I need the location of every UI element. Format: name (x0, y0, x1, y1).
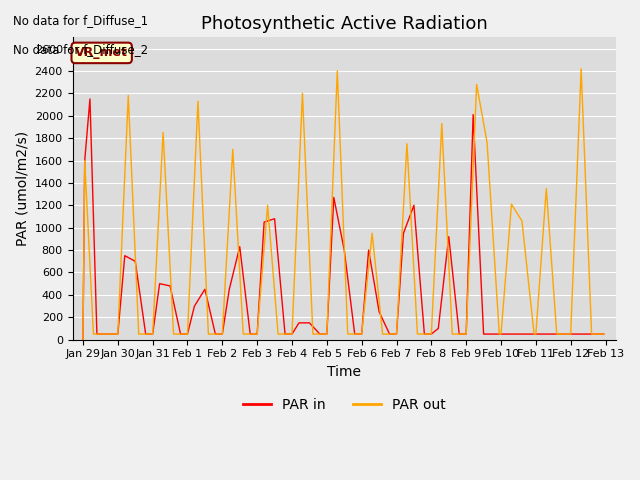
Title: Photosynthetic Active Radiation: Photosynthetic Active Radiation (201, 15, 488, 33)
Text: No data for f_Diffuse_2: No data for f_Diffuse_2 (13, 43, 148, 56)
Text: VR_met: VR_met (76, 47, 128, 60)
Y-axis label: PAR (umol/m2/s): PAR (umol/m2/s) (15, 131, 29, 246)
Legend: PAR in, PAR out: PAR in, PAR out (237, 392, 451, 418)
Text: No data for f_Diffuse_1: No data for f_Diffuse_1 (13, 14, 148, 27)
X-axis label: Time: Time (327, 365, 361, 379)
